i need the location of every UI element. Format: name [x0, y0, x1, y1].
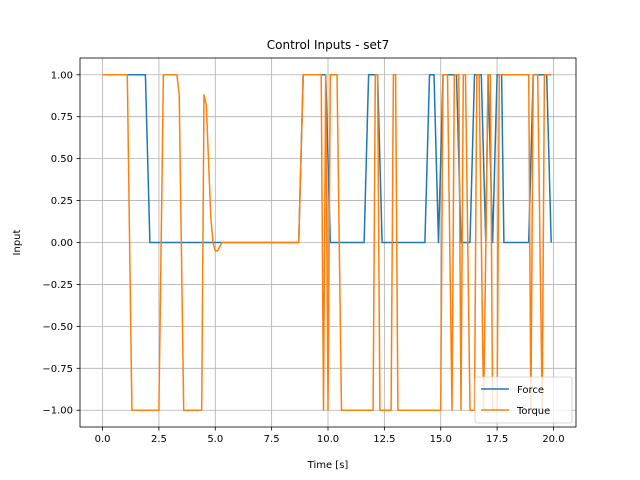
- x-axis-label: Time [s]: [307, 460, 349, 471]
- y-tick-label: 0.00: [51, 238, 73, 249]
- y-tick-label: −0.75: [42, 364, 73, 375]
- y-tick-label: 1.00: [51, 70, 73, 81]
- x-tick-label: 5.0: [207, 434, 223, 445]
- x-tick-label: 20.0: [542, 434, 564, 445]
- y-tick-label: −0.50: [42, 322, 73, 333]
- x-tick-label: 10.0: [317, 434, 339, 445]
- ticks: 0.0 2.5 5.0 7.5 10.0 12.5 15.0 17.5 20.0 −1.00 −0.…: [42, 70, 564, 445]
- y-tick-label: −1.00: [42, 406, 73, 417]
- y-axis-label: Input: [12, 229, 23, 255]
- y-tick-label: 0.25: [51, 196, 73, 207]
- x-tick-label: 2.5: [151, 434, 167, 445]
- legend-label-force: Force: [517, 385, 544, 396]
- x-tick-label: 17.5: [486, 434, 508, 445]
- x-tick-label: 7.5: [264, 434, 280, 445]
- legend-label-torque: Torque: [516, 406, 550, 417]
- y-tick-label: −0.25: [42, 280, 73, 291]
- legend: Force Torque: [474, 376, 573, 424]
- y-tick-label: 0.50: [51, 154, 73, 165]
- x-tick-label: 12.5: [373, 434, 395, 445]
- x-tick-label: 15.0: [430, 434, 452, 445]
- y-tick-label: 0.75: [51, 112, 73, 123]
- chart-title: Control Inputs - set7: [267, 38, 389, 52]
- x-tick-label: 0.0: [95, 434, 111, 445]
